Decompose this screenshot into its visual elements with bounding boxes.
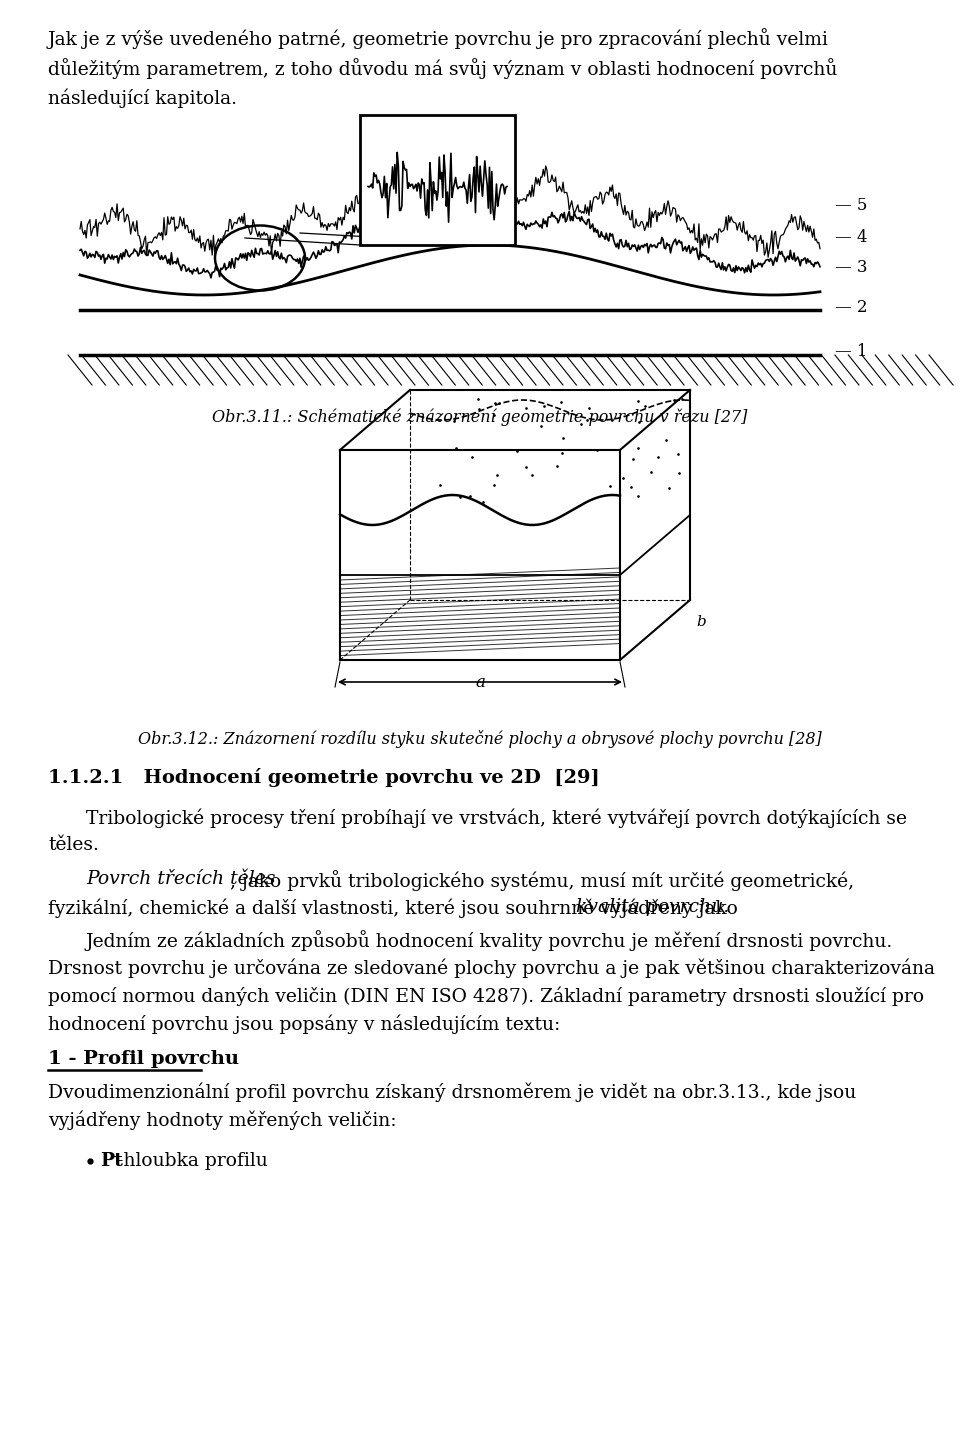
Text: a: a	[475, 674, 485, 692]
Text: Povrch třecích těles: Povrch třecích těles	[86, 871, 276, 888]
Text: hodnocení povrchu jsou popsány v následujícím textu:: hodnocení povrchu jsou popsány v následu…	[48, 1013, 561, 1034]
Text: b: b	[696, 614, 706, 629]
Text: Dvoudimenzionální profil povrchu získaný drsnoměrem je vidět na obr.3.13., kde j: Dvoudimenzionální profil povrchu získaný…	[48, 1082, 856, 1102]
Text: — 5: — 5	[835, 197, 868, 214]
Text: Tribologické procesy tření probíhají ve vrstvách, které vytvářejí povrch dotýkaj: Tribologické procesy tření probíhají ve …	[86, 808, 907, 827]
Text: následující kapitola.: následující kapitola.	[48, 87, 237, 108]
Text: důležitým parametrem, z toho důvodu má svůj význam v oblasti hodnocení povrchů: důležitým parametrem, z toho důvodu má s…	[48, 58, 837, 79]
Text: 1 - Profil povrchu: 1 - Profil povrchu	[48, 1050, 239, 1069]
Text: Pt: Pt	[100, 1152, 123, 1171]
Bar	[360, 115, 515, 245]
Text: Jak je z výše uvedeného patrné, geometrie povrchu je pro zpracování plechů velmi: Jak je z výše uvedeného patrné, geometri…	[48, 28, 828, 50]
Text: — 4: — 4	[835, 230, 868, 246]
Text: Drsnost povrchu je určována ze sledované plochy povrchu a je pak většinou charak: Drsnost povrchu je určována ze sledované…	[48, 958, 935, 977]
Text: — 2: — 2	[835, 300, 868, 316]
Bar	[80, 355, 820, 384]
Text: — 3: — 3	[835, 259, 868, 277]
Text: -hloubka profilu: -hloubka profilu	[117, 1152, 268, 1171]
Text: fyzikální, chemické a další vlastnosti, které jsou souhrnně vyjádřeny jako: fyzikální, chemické a další vlastnosti, …	[48, 898, 738, 917]
Text: Obr.3.12.: Znázornení rozdílu styku skutečné plochy a obrysové plochy povrchu [2: Obr.3.12.: Znázornení rozdílu styku skut…	[138, 729, 822, 748]
Text: Obr.3.11.: Schématické znázornení geometrie povrchu v řezu [27]: Obr.3.11.: Schématické znázornení geomet…	[212, 408, 748, 425]
Text: , jako prvků tribologického systému, musí mít určité geometrické,: , jako prvků tribologického systému, mus…	[230, 871, 854, 891]
Text: pomocí normou daných veličin (DIN EN ISO 4287). Základní parametry drsnosti slou: pomocí normou daných veličin (DIN EN ISO…	[48, 986, 924, 1006]
Text: Jedním ze základních způsobů hodnocení kvality povrchu je měření drsnosti povrch: Jedním ze základních způsobů hodnocení k…	[86, 930, 893, 951]
Text: kvalita povrchu.: kvalita povrchu.	[569, 898, 729, 916]
Text: vyjádřeny hodnoty měřených veličin:: vyjádřeny hodnoty měřených veličin:	[48, 1109, 396, 1130]
Text: těles.: těles.	[48, 836, 99, 855]
Text: — 1: — 1	[835, 344, 868, 361]
Text: 1.1.2.1   Hodnocení geometrie povrchu ve 2D  [29]: 1.1.2.1 Hodnocení geometrie povrchu ve 2…	[48, 767, 600, 788]
